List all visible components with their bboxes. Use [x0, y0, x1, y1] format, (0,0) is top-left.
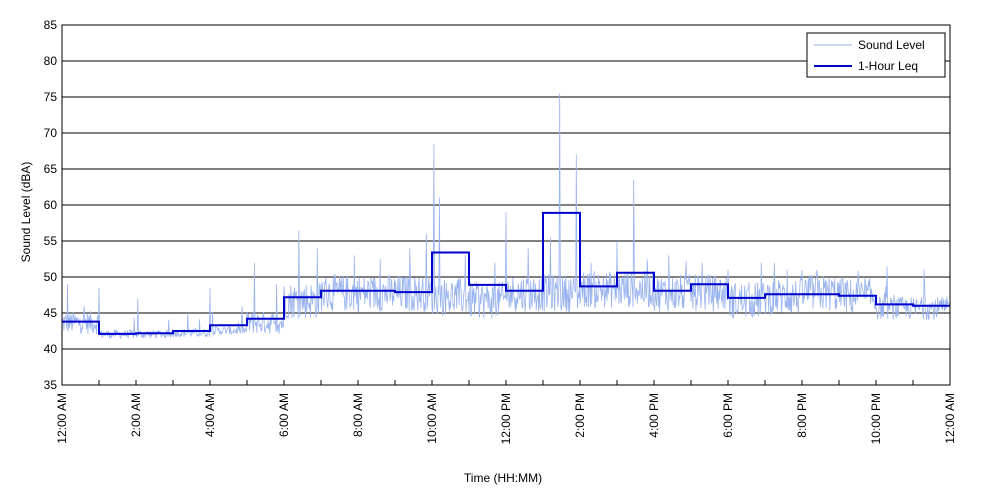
x-tick-label: 12:00 PM — [499, 393, 513, 444]
y-tick-label: 80 — [44, 54, 58, 68]
legend: Sound Level 1-Hour Leq — [806, 32, 946, 78]
y-tick-label: 35 — [44, 378, 58, 392]
x-tick-label: 8:00 PM — [795, 393, 809, 438]
x-axis-title: Time (HH:MM) — [464, 471, 542, 485]
x-tick-label: 10:00 PM — [869, 393, 883, 444]
y-tick-label: 40 — [44, 342, 58, 356]
legend-box — [806, 32, 946, 78]
y-tick-label: 75 — [44, 90, 58, 104]
x-tick-label: 4:00 AM — [203, 393, 217, 437]
y-tick-label: 60 — [44, 198, 58, 212]
y-tick-label: 70 — [44, 126, 58, 140]
y-tick-label: 55 — [44, 234, 58, 248]
x-tick-label: 12:00 AM — [55, 393, 69, 444]
legend-sound-level-label: Sound Level — [858, 38, 925, 52]
x-tick-label: 10:00 AM — [425, 393, 439, 444]
sound-level-series — [61, 93, 951, 340]
y-axis: 35 40 45 50 55 60 65 70 75 80 85 — [44, 18, 58, 392]
gridlines — [62, 60, 950, 350]
y-axis-title: Sound Level (dBA) — [19, 162, 33, 263]
leq-step-line — [62, 211, 950, 335]
y-tick-label: 45 — [44, 306, 58, 320]
x-axis: 12:00 AM 2:00 AM 4:00 AM 6:00 AM 8:00 AM 10:0… — [55, 380, 957, 444]
x-tick-label: 2:00 AM — [129, 393, 143, 437]
x-tick-label: 4:00 PM — [647, 393, 661, 438]
x-tick-label: 12:00 AM — [943, 393, 957, 444]
leq-series — [62, 211, 950, 335]
y-tick-label: 50 — [44, 270, 58, 284]
x-tick-label: 6:00 PM — [721, 393, 735, 438]
x-tick-label: 6:00 AM — [277, 393, 291, 437]
sound-level-line — [61, 93, 951, 340]
y-tick-label: 85 — [44, 18, 58, 32]
y-tick-label: 65 — [44, 162, 58, 176]
x-tick-label: 8:00 AM — [351, 393, 365, 437]
x-tick-label: 2:00 PM — [573, 393, 587, 438]
legend-leq-label: 1-Hour Leq — [858, 59, 918, 73]
